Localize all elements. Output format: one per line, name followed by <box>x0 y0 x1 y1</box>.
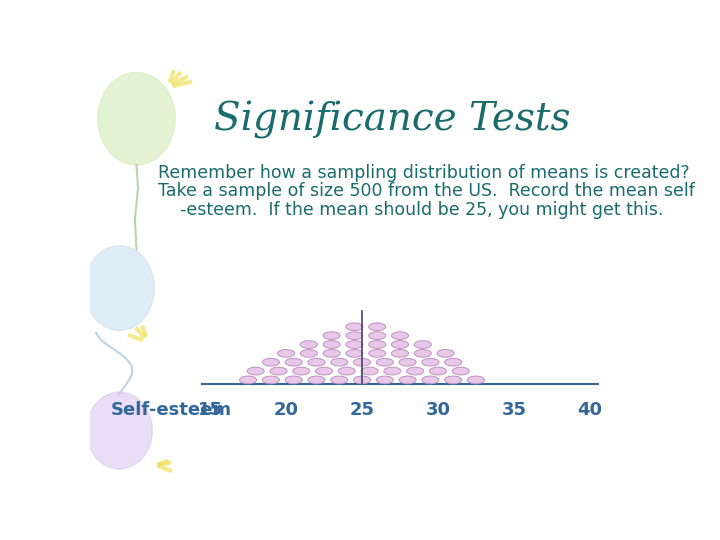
Ellipse shape <box>323 332 340 340</box>
Text: 25: 25 <box>349 401 374 419</box>
Ellipse shape <box>361 367 378 375</box>
Text: Take a sample of size 500 from the US.  Record the mean self: Take a sample of size 500 from the US. R… <box>158 182 695 200</box>
Ellipse shape <box>293 367 310 375</box>
Ellipse shape <box>247 367 264 375</box>
Ellipse shape <box>369 332 386 340</box>
Ellipse shape <box>330 376 348 384</box>
Ellipse shape <box>323 349 340 357</box>
Ellipse shape <box>346 341 363 348</box>
Ellipse shape <box>384 367 401 375</box>
Ellipse shape <box>392 341 408 348</box>
Ellipse shape <box>315 367 333 375</box>
Ellipse shape <box>377 359 393 366</box>
Ellipse shape <box>422 376 439 384</box>
Ellipse shape <box>429 367 446 375</box>
Ellipse shape <box>346 349 363 357</box>
Ellipse shape <box>346 323 363 330</box>
Ellipse shape <box>354 359 371 366</box>
Ellipse shape <box>277 349 294 357</box>
Ellipse shape <box>300 349 318 357</box>
Ellipse shape <box>445 376 462 384</box>
Ellipse shape <box>399 376 416 384</box>
Ellipse shape <box>392 349 408 357</box>
Ellipse shape <box>346 332 363 340</box>
Ellipse shape <box>392 332 408 340</box>
Ellipse shape <box>407 367 423 375</box>
Ellipse shape <box>323 341 340 348</box>
Text: 15: 15 <box>197 401 222 419</box>
Ellipse shape <box>308 359 325 366</box>
Ellipse shape <box>262 376 279 384</box>
Text: Significance Tests: Significance Tests <box>214 101 570 139</box>
Ellipse shape <box>240 376 256 384</box>
Ellipse shape <box>300 341 318 348</box>
Ellipse shape <box>414 341 431 348</box>
Ellipse shape <box>270 367 287 375</box>
Ellipse shape <box>452 367 469 375</box>
Ellipse shape <box>338 367 356 375</box>
Ellipse shape <box>98 72 175 165</box>
Ellipse shape <box>369 349 386 357</box>
Ellipse shape <box>354 376 371 384</box>
Text: -esteem.  If the mean should be 25, you might get this.: -esteem. If the mean should be 25, you m… <box>158 200 664 219</box>
Ellipse shape <box>262 359 279 366</box>
Ellipse shape <box>437 349 454 357</box>
Ellipse shape <box>467 376 485 384</box>
Ellipse shape <box>369 323 386 330</box>
Ellipse shape <box>84 246 154 330</box>
Ellipse shape <box>422 359 439 366</box>
Ellipse shape <box>330 359 348 366</box>
Ellipse shape <box>285 359 302 366</box>
Ellipse shape <box>377 376 393 384</box>
Ellipse shape <box>308 376 325 384</box>
Ellipse shape <box>445 359 462 366</box>
Text: 20: 20 <box>274 401 299 419</box>
Text: 40: 40 <box>577 401 603 419</box>
Ellipse shape <box>369 341 386 348</box>
Ellipse shape <box>86 392 153 469</box>
Text: Remember how a sampling distribution of means is created?: Remember how a sampling distribution of … <box>158 164 690 181</box>
Ellipse shape <box>285 376 302 384</box>
Text: 30: 30 <box>426 401 451 419</box>
Text: Self-esteem: Self-esteem <box>111 401 232 419</box>
Ellipse shape <box>414 349 431 357</box>
Text: 35: 35 <box>501 401 526 419</box>
Ellipse shape <box>399 359 416 366</box>
